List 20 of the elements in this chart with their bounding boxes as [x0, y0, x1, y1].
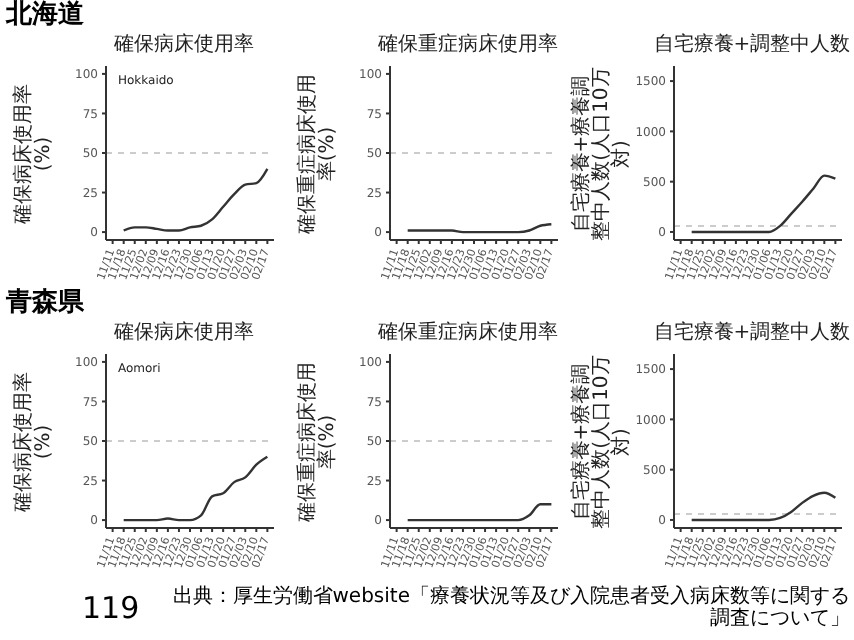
line-series: [690, 491, 837, 522]
line-series: [690, 174, 837, 234]
chart-title: 確保重症病床使用率: [376, 320, 560, 346]
y-axis-title: 確保病床使用率(%): [10, 369, 56, 516]
line-series: [122, 167, 269, 232]
y-axis-title: 確保重症病床使用率(%): [294, 359, 340, 526]
y-axis-title: 自宅療養+療養調整中人数(人口10万対): [570, 66, 634, 240]
chart-title: 自宅療養+調整中人数: [651, 320, 853, 346]
chart-title: 確保病床使用率: [112, 320, 256, 346]
text: 青森県: [6, 288, 84, 320]
source-note: 出典：厚生労働省website「療養状況等及び入院患者受入病床数等に関する調査について」: [170, 586, 850, 630]
chart-title: 確保重症病床使用率: [376, 32, 560, 58]
chart-title: 自宅療養+調整中人数: [651, 32, 853, 58]
text: 119: [82, 590, 140, 626]
text: 北海道: [6, 0, 84, 32]
line-series: [122, 455, 269, 522]
y-axis-title: 確保病床使用率(%): [10, 81, 56, 228]
y-axis-title: 自宅療養+療養調整中人数(人口10万対): [570, 354, 634, 528]
chart-title: 確保病床使用率: [112, 32, 256, 58]
y-axis-title: 確保重症病床使用率(%): [294, 71, 340, 238]
